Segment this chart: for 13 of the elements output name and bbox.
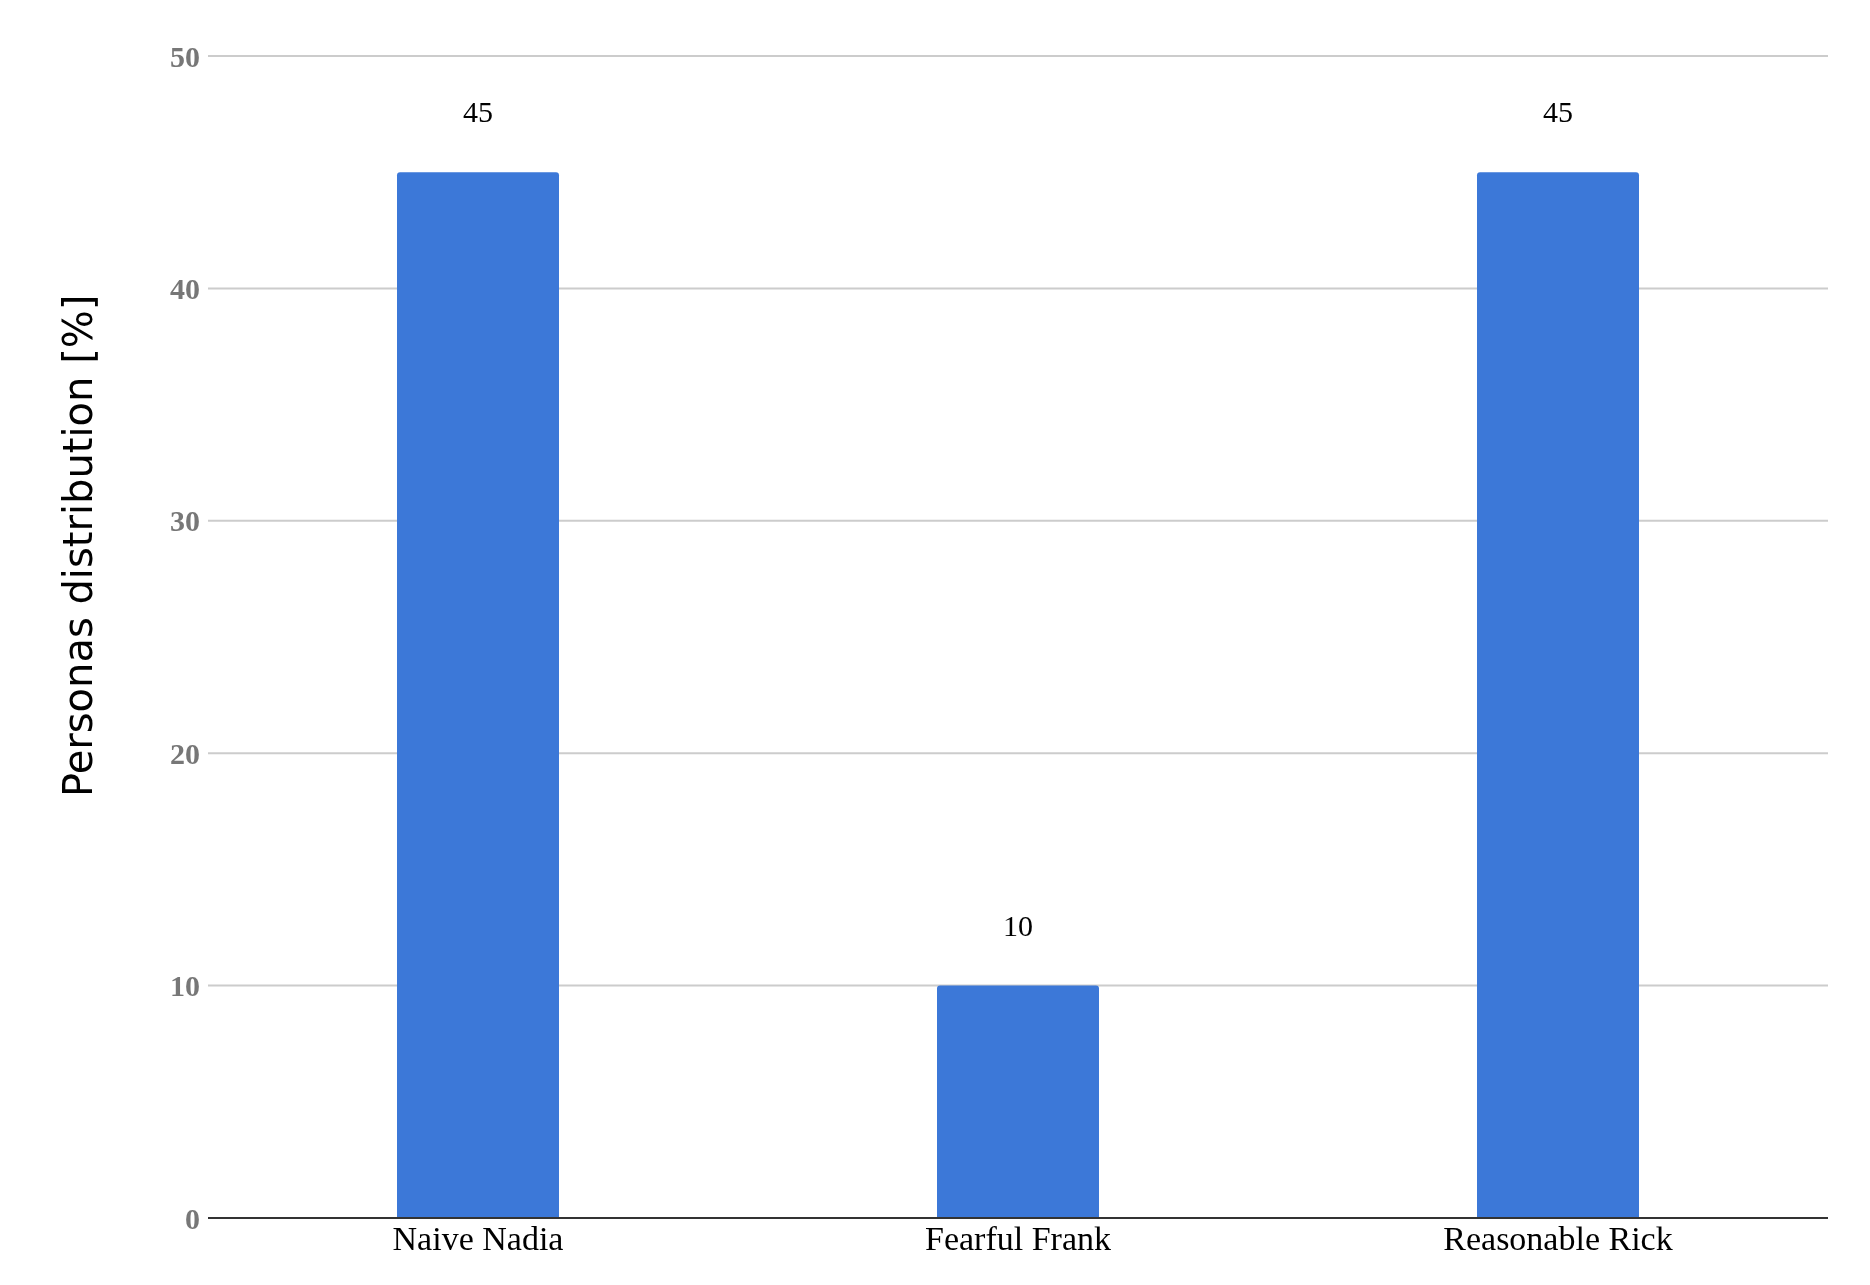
x-tick-label: Fearful Frank (924, 1220, 1112, 1258)
y-axis-title: Personas distribution [%] (55, 294, 102, 797)
y-tick-label: 0 (185, 1201, 200, 1235)
data-label: 45 (463, 95, 493, 129)
data-label: 45 (1543, 95, 1573, 129)
y-tick-label: 30 (170, 504, 200, 538)
y-tick-label: 10 (170, 969, 200, 1003)
y-tick-label: 50 (170, 39, 200, 73)
y-tick-label: 40 (170, 272, 200, 306)
data-label: 10 (1003, 908, 1033, 942)
x-tick-label: Naive Nadia (392, 1220, 564, 1258)
y-tick-label: 20 (170, 736, 200, 770)
x-tick-label: Reasonable Rick (1443, 1220, 1673, 1258)
